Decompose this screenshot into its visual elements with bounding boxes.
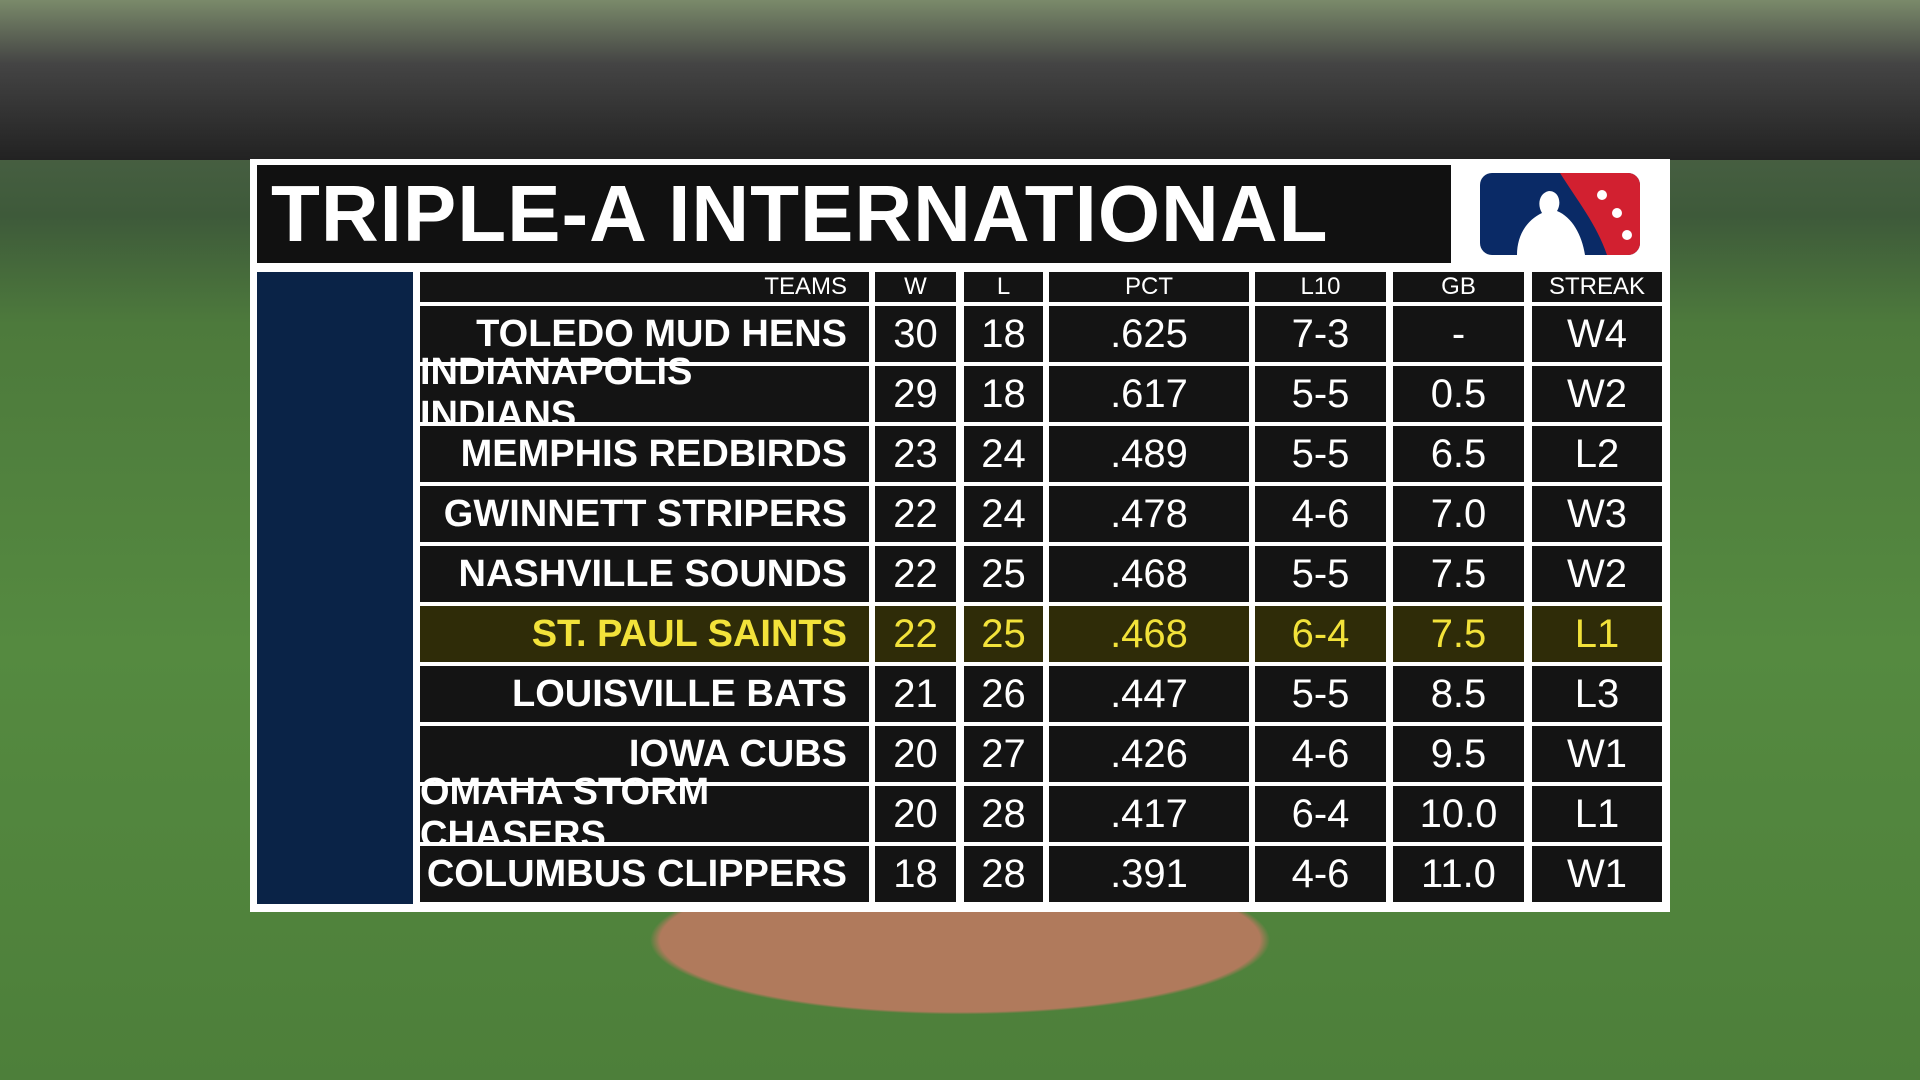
streak-cell: L2 bbox=[1532, 426, 1662, 482]
streak-cell: W4 bbox=[1532, 306, 1662, 362]
last-ten-cell: 6-4 bbox=[1255, 786, 1386, 842]
team-color-column bbox=[257, 272, 413, 904]
column-header: GB bbox=[1393, 272, 1524, 302]
team-cell: NASHVILLE SOUNDS bbox=[420, 546, 869, 602]
streak-cell: L1 bbox=[1532, 606, 1662, 662]
games-back-cell: 9.5 bbox=[1393, 726, 1524, 782]
column-header: L10 bbox=[1255, 272, 1386, 302]
wins-cell: 20 bbox=[875, 786, 956, 842]
team-cell: COLUMBUS CLIPPERS bbox=[420, 846, 869, 902]
losses-cell: 25 bbox=[964, 606, 1043, 662]
pct-cell: .468 bbox=[1049, 546, 1249, 602]
losses-cell: 25 bbox=[964, 546, 1043, 602]
wins-cell: 20 bbox=[875, 726, 956, 782]
losses-cell: 24 bbox=[964, 486, 1043, 542]
streak-cell: W1 bbox=[1532, 846, 1662, 902]
wins-cell: 22 bbox=[875, 606, 956, 662]
wins-cell: 29 bbox=[875, 366, 956, 422]
streak-cell: L1 bbox=[1532, 786, 1662, 842]
logo-graphic bbox=[1480, 173, 1640, 255]
pct-cell: .625 bbox=[1049, 306, 1249, 362]
losses-cell: 18 bbox=[964, 306, 1043, 362]
last-ten-cell: 4-6 bbox=[1255, 486, 1386, 542]
pct-cell: .468 bbox=[1049, 606, 1249, 662]
team-cell: TOLEDO MUD HENS bbox=[420, 306, 869, 362]
column-header: TEAMS bbox=[420, 272, 869, 302]
wins-cell: 23 bbox=[875, 426, 956, 482]
games-back-cell: 6.5 bbox=[1393, 426, 1524, 482]
losses-cell: 27 bbox=[964, 726, 1043, 782]
team-cell: GWINNETT STRIPERS bbox=[420, 486, 869, 542]
games-back-cell: 11.0 bbox=[1393, 846, 1524, 902]
last-ten-cell: 5-5 bbox=[1255, 666, 1386, 722]
games-back-cell: 7.5 bbox=[1393, 546, 1524, 602]
last-ten-cell: 4-6 bbox=[1255, 846, 1386, 902]
column-header: STREAK bbox=[1532, 272, 1662, 302]
wins-cell: 22 bbox=[875, 546, 956, 602]
pct-cell: .478 bbox=[1049, 486, 1249, 542]
last-ten-cell: 4-6 bbox=[1255, 726, 1386, 782]
losses-cell: 24 bbox=[964, 426, 1043, 482]
team-cell: LOUISVILLE BATS bbox=[420, 666, 869, 722]
streak-cell: W2 bbox=[1532, 366, 1662, 422]
team-cell: ST. PAUL SAINTS bbox=[420, 606, 869, 662]
wins-cell: 21 bbox=[875, 666, 956, 722]
last-ten-cell: 7-3 bbox=[1255, 306, 1386, 362]
team-cell: IOWA CUBS bbox=[420, 726, 869, 782]
pct-cell: .391 bbox=[1049, 846, 1249, 902]
pct-cell: .417 bbox=[1049, 786, 1249, 842]
last-ten-cell: 5-5 bbox=[1255, 366, 1386, 422]
games-back-cell: - bbox=[1393, 306, 1524, 362]
games-back-cell: 0.5 bbox=[1393, 366, 1524, 422]
games-back-cell: 7.5 bbox=[1393, 606, 1524, 662]
wins-cell: 22 bbox=[875, 486, 956, 542]
losses-cell: 28 bbox=[964, 846, 1043, 902]
pct-cell: .489 bbox=[1049, 426, 1249, 482]
last-ten-cell: 5-5 bbox=[1255, 426, 1386, 482]
losses-cell: 28 bbox=[964, 786, 1043, 842]
column-header: W bbox=[875, 272, 956, 302]
games-back-cell: 10.0 bbox=[1393, 786, 1524, 842]
pct-cell: .426 bbox=[1049, 726, 1249, 782]
stadium-stands bbox=[0, 0, 1920, 160]
pct-cell: .447 bbox=[1049, 666, 1249, 722]
team-cell: INDIANAPOLIS INDIANS bbox=[420, 351, 869, 436]
streak-cell: L3 bbox=[1532, 666, 1662, 722]
team-cell: OMAHA STORM CHASERS bbox=[420, 771, 869, 856]
games-back-cell: 8.5 bbox=[1393, 666, 1524, 722]
last-ten-cell: 5-5 bbox=[1255, 546, 1386, 602]
league-logo bbox=[1457, 165, 1663, 263]
column-header: L bbox=[964, 272, 1043, 302]
team-cell: MEMPHIS REDBIRDS bbox=[420, 426, 869, 482]
streak-cell: W2 bbox=[1532, 546, 1662, 602]
games-back-cell: 7.0 bbox=[1393, 486, 1524, 542]
streak-cell: W3 bbox=[1532, 486, 1662, 542]
title: TRIPLE-A INTERNATIONAL WEST bbox=[257, 165, 1451, 356]
streak-cell: W1 bbox=[1532, 726, 1662, 782]
pct-cell: .617 bbox=[1049, 366, 1249, 422]
last-ten-cell: 6-4 bbox=[1255, 606, 1386, 662]
wins-cell: 30 bbox=[875, 306, 956, 362]
column-header: PCT bbox=[1049, 272, 1249, 302]
losses-cell: 18 bbox=[964, 366, 1043, 422]
losses-cell: 26 bbox=[964, 666, 1043, 722]
wins-cell: 18 bbox=[875, 846, 956, 902]
